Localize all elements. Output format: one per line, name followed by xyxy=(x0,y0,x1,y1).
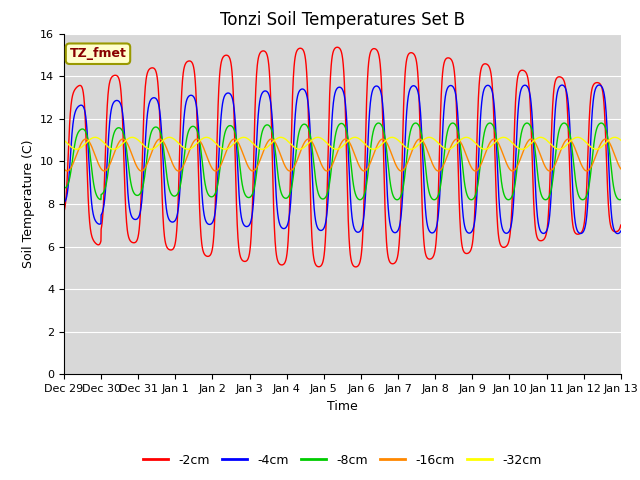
Line: -4cm: -4cm xyxy=(64,85,621,234)
-8cm xyxy=(298,123,305,129)
-8cm xyxy=(124,155,131,160)
-32cm xyxy=(124,136,131,142)
-4cm xyxy=(595,82,603,88)
-8cm xyxy=(274,168,282,174)
-32cm xyxy=(500,134,508,140)
-2cm xyxy=(124,228,131,234)
-32cm xyxy=(60,137,68,143)
-16cm xyxy=(274,144,282,150)
-2cm xyxy=(606,221,614,227)
-8cm xyxy=(157,130,164,136)
-4cm xyxy=(546,210,554,216)
-8cm xyxy=(606,156,614,161)
-2cm xyxy=(617,222,625,228)
-2cm xyxy=(157,141,164,146)
Line: -8cm: -8cm xyxy=(64,123,621,200)
-16cm xyxy=(60,166,68,172)
-8cm xyxy=(60,185,68,191)
-8cm xyxy=(547,191,554,196)
Y-axis label: Soil Temperature (C): Soil Temperature (C) xyxy=(22,140,35,268)
-2cm xyxy=(60,209,68,215)
-4cm xyxy=(617,228,625,234)
Legend: -2cm, -4cm, -8cm, -16cm, -32cm: -2cm, -4cm, -8cm, -16cm, -32cm xyxy=(138,449,547,472)
-16cm xyxy=(546,168,554,174)
-2cm xyxy=(333,44,341,50)
-2cm xyxy=(298,46,305,51)
-4cm xyxy=(60,200,68,205)
Line: -16cm: -16cm xyxy=(64,139,621,171)
Title: Tonzi Soil Temperatures Set B: Tonzi Soil Temperatures Set B xyxy=(220,11,465,29)
-16cm xyxy=(298,145,305,151)
-32cm xyxy=(157,140,164,146)
Line: -32cm: -32cm xyxy=(64,137,621,149)
-8cm xyxy=(393,197,401,203)
-16cm xyxy=(547,168,554,174)
-32cm xyxy=(481,146,489,152)
-4cm xyxy=(298,86,305,92)
-16cm xyxy=(617,166,625,172)
-32cm xyxy=(547,141,554,146)
-16cm xyxy=(124,141,131,147)
-16cm xyxy=(527,136,535,142)
-32cm xyxy=(298,146,305,152)
-8cm xyxy=(617,197,625,203)
Line: -2cm: -2cm xyxy=(64,47,621,267)
-4cm xyxy=(274,209,282,215)
-2cm xyxy=(352,264,360,270)
-4cm xyxy=(157,116,164,121)
-16cm xyxy=(606,141,614,147)
-4cm xyxy=(606,192,614,197)
-2cm xyxy=(547,168,554,174)
-32cm xyxy=(617,137,625,143)
-32cm xyxy=(274,135,282,141)
-2cm xyxy=(274,257,282,263)
Text: TZ_fmet: TZ_fmet xyxy=(70,47,127,60)
-4cm xyxy=(614,231,621,237)
X-axis label: Time: Time xyxy=(327,400,358,413)
-16cm xyxy=(157,136,164,142)
-8cm xyxy=(374,120,382,126)
-4cm xyxy=(124,185,131,191)
-32cm xyxy=(606,136,614,142)
